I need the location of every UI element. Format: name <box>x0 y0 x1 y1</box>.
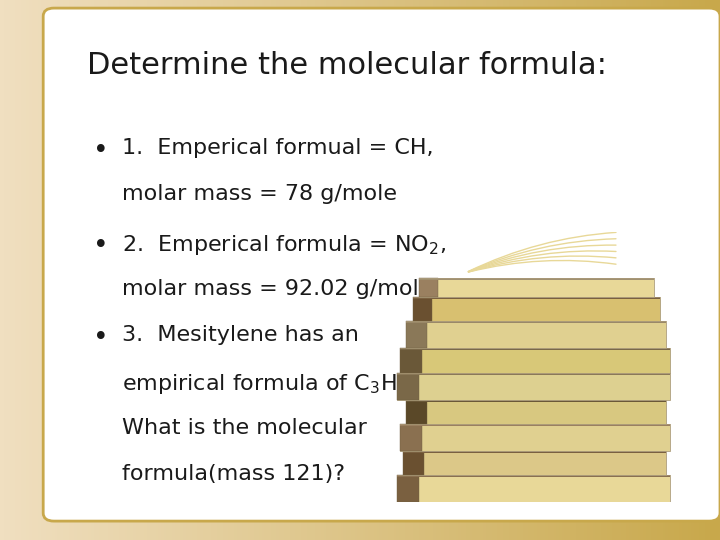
Bar <box>400 348 670 350</box>
Bar <box>403 451 667 453</box>
Bar <box>419 278 654 280</box>
FancyArrowPatch shape <box>469 256 616 272</box>
Bar <box>397 475 419 502</box>
FancyArrowPatch shape <box>468 239 616 272</box>
FancyBboxPatch shape <box>413 297 660 321</box>
Text: 3.  Mesitylene has an: 3. Mesitylene has an <box>122 325 359 346</box>
FancyBboxPatch shape <box>397 475 670 502</box>
Bar <box>406 321 667 323</box>
Bar <box>397 373 419 400</box>
Text: 1.  Emperical formual = CH,: 1. Emperical formual = CH, <box>122 138 433 158</box>
Text: •: • <box>94 138 109 164</box>
FancyArrowPatch shape <box>469 245 616 272</box>
Text: •: • <box>94 233 109 259</box>
FancyBboxPatch shape <box>403 451 667 475</box>
Bar <box>400 348 422 373</box>
Bar <box>406 400 667 402</box>
FancyBboxPatch shape <box>397 373 670 400</box>
Bar <box>406 400 427 424</box>
Text: molar mass = 78 g/mole: molar mass = 78 g/mole <box>122 184 397 205</box>
FancyBboxPatch shape <box>419 278 654 297</box>
Text: What is the molecular: What is the molecular <box>122 418 367 438</box>
FancyArrowPatch shape <box>468 232 616 272</box>
FancyBboxPatch shape <box>406 400 667 424</box>
FancyBboxPatch shape <box>400 424 670 451</box>
Bar <box>397 475 670 477</box>
Bar <box>403 451 424 475</box>
FancyBboxPatch shape <box>406 321 667 348</box>
FancyBboxPatch shape <box>400 348 670 373</box>
Bar <box>419 278 438 297</box>
Text: 2.  Emperical formula = NO$_2$,: 2. Emperical formula = NO$_2$, <box>122 233 446 257</box>
Text: Determine the molecular formula:: Determine the molecular formula: <box>87 51 607 80</box>
Text: •: • <box>94 325 109 352</box>
Text: formula(mass 121)?: formula(mass 121)? <box>122 464 345 484</box>
Text: molar mass = 92.02 g/mol: molar mass = 92.02 g/mol <box>122 279 419 299</box>
Bar <box>413 297 433 321</box>
FancyArrowPatch shape <box>469 260 616 272</box>
Bar <box>400 424 670 426</box>
Bar <box>413 297 660 299</box>
Bar <box>397 373 670 375</box>
Text: empirical formula of C$_3$H$_4$.: empirical formula of C$_3$H$_4$. <box>122 372 414 395</box>
Bar <box>400 424 422 451</box>
Bar <box>406 321 427 348</box>
FancyArrowPatch shape <box>469 251 616 272</box>
